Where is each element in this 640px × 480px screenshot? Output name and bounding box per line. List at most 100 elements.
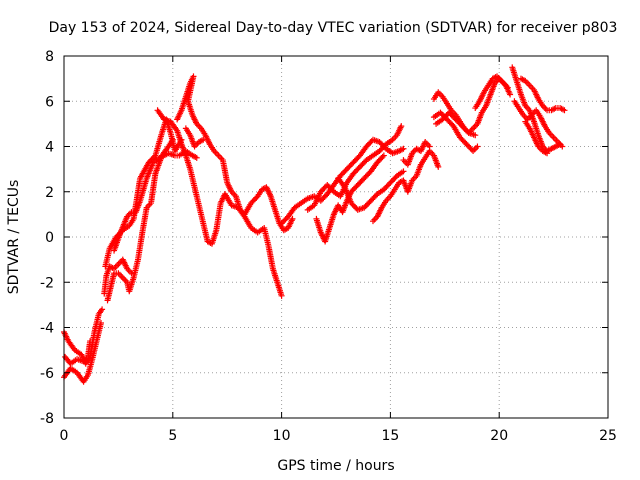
data-point [400,145,407,152]
data-point [357,179,364,186]
y-tick-label: -4 [40,321,54,337]
data-point [380,186,387,193]
data-point [354,181,361,188]
data-point [358,177,365,184]
data-point [345,164,352,171]
data-point [281,217,288,224]
data-point [466,143,473,150]
series-arc-6 [104,136,176,304]
data-point [376,138,383,145]
data-point [253,194,260,201]
data-point [128,270,135,277]
data-point [362,203,369,210]
data-point [349,201,356,208]
data-point [364,142,371,149]
data-point [446,119,453,126]
data-point [193,154,200,161]
data-point [380,152,387,159]
data-point [328,186,335,193]
data-point [289,215,296,222]
y-tick-label: 6 [45,94,54,110]
series-arc-10 [182,125,207,150]
series-arc-24 [522,118,551,157]
data-point [363,201,370,208]
chart-title: Day 153 of 2024, Sidereal Day-to-day VTE… [49,20,618,36]
data-point [375,157,382,164]
data-point [391,175,398,182]
data-point [371,193,378,200]
data-point [321,193,328,200]
data-point [350,202,357,209]
data-point [561,107,568,114]
data-point [320,195,327,202]
data-point [362,173,369,180]
grid [64,56,608,418]
x-tick-label: 0 [60,428,69,444]
data-point [87,338,94,345]
data-point [200,136,207,143]
series-arc-8 [154,107,285,299]
data-point [451,114,458,121]
data-point [324,181,331,188]
data-point [349,187,356,194]
data-points [61,64,568,385]
data-point [463,127,470,134]
data-point [366,140,373,147]
data-point [361,204,368,211]
data-point [169,136,176,143]
data-point [383,183,390,190]
data-point [367,139,374,146]
data-point [366,199,373,206]
series-arc-14 [335,168,407,213]
x-tick-label: 25 [599,428,617,444]
data-point [350,170,357,177]
data-point [351,157,358,164]
data-point [544,150,551,157]
data-point [474,143,481,150]
data-point [388,178,395,185]
data-point [338,171,345,178]
y-tick-label: 2 [45,185,54,201]
x-axis-label: GPS time / hours [277,458,394,474]
data-point [379,145,386,152]
data-point [367,197,374,204]
series-arc-4 [101,256,135,297]
data-point [348,200,355,207]
data-point [370,195,377,202]
data-point [472,132,479,139]
data-point [354,166,361,173]
series-arc-9 [174,73,296,234]
data-point [361,175,368,182]
data-point [278,220,285,227]
data-point [353,156,360,163]
x-tick-label: 20 [490,428,508,444]
data-point [464,142,471,149]
data-point [278,292,285,299]
data-point [354,155,361,162]
data-point [382,185,389,192]
data-point [356,180,363,187]
y-tick-label: -8 [40,411,54,427]
data-point [462,139,469,146]
data-point [452,116,459,123]
data-point [447,120,454,127]
data-point [350,159,357,166]
data-point [390,176,397,183]
data-point [559,143,566,150]
data-point [250,197,257,204]
data-point [355,165,362,172]
series-arc-20 [472,73,514,112]
y-tick-label: 4 [45,140,54,156]
series-arc-2 [61,319,104,385]
data-point [450,113,457,120]
y-tick-label: -2 [40,275,54,291]
series-arc-19 [433,109,479,139]
data-point [353,183,360,190]
data-point [437,109,444,116]
data-point [398,123,405,130]
series-arc-23 [517,75,568,114]
series-arc-7 [111,148,200,254]
data-point [459,123,466,130]
data-point [317,188,324,195]
